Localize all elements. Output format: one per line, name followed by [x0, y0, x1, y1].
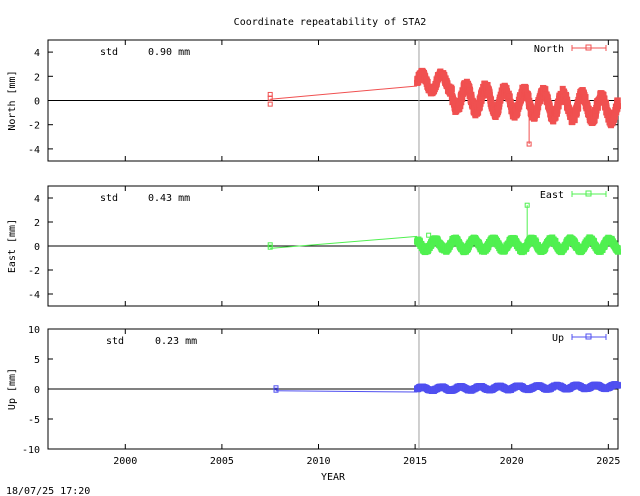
data-point: [267, 101, 273, 107]
series-connector: [270, 235, 418, 249]
data-point: [582, 94, 589, 101]
y-tick-label: -2: [28, 121, 40, 132]
legend-marker: [585, 190, 592, 197]
y-tick-label: 4: [34, 48, 40, 59]
y-tick-label: 2: [34, 72, 40, 83]
figure-title: Coordinate repeatability of STA2: [234, 17, 427, 28]
series-connector: [275, 390, 418, 393]
x-axis: 2000 2005 2010 2015 2020 2025: [113, 456, 620, 467]
y-axis-label: Up [mm]: [7, 368, 18, 410]
y-tick-label: 0: [34, 97, 40, 108]
legend: North: [534, 44, 607, 55]
std-label: std: [100, 193, 118, 204]
y-tick-label: -10: [22, 445, 40, 456]
data-point: [273, 387, 279, 393]
outlier-point: [526, 141, 532, 147]
data-point: [614, 97, 621, 104]
data-point: [615, 103, 621, 110]
panel-east: 4 2 0 -2 -4 East [mm] std 0.43 mm East: [7, 185, 621, 307]
y-tick-label: -4: [28, 290, 40, 301]
outlier-point: [524, 202, 530, 208]
std-value: 0.90 mm: [148, 47, 190, 58]
y-tick-label: -2: [28, 266, 40, 277]
y-tick-label: 0: [34, 385, 40, 396]
data-point: [522, 84, 529, 91]
x-tick-label: 2005: [210, 456, 234, 467]
data-point: [615, 382, 621, 389]
panel-north: 4 2 0 -2 -4 North [mm] std 0.90 mm North: [7, 39, 621, 162]
legend: East: [540, 190, 607, 201]
y-tick-label: 0: [34, 242, 40, 253]
std-value: 0.23 mm: [155, 336, 197, 347]
x-tick-label: 2000: [113, 456, 137, 467]
data-point: [575, 105, 582, 112]
data-point: [525, 92, 532, 99]
legend-label: North: [534, 44, 564, 55]
legend-marker: [585, 44, 592, 51]
y-tick-label: 10: [28, 325, 40, 336]
panels: 4 2 0 -2 -4 North [mm] std 0.90 mm North 4 2 0 -2 -4 E…: [7, 39, 621, 456]
y-tick-label: 2: [34, 218, 40, 229]
x-tick-label: 2015: [403, 456, 427, 467]
y-axis-label: East [mm]: [7, 219, 18, 273]
data-point: [267, 244, 273, 250]
outlier-point: [426, 232, 432, 238]
legend-label: Up: [552, 333, 564, 344]
data-point: [506, 93, 513, 100]
data-point: [448, 86, 455, 93]
data-point: [424, 78, 431, 85]
y-tick-label: -5: [28, 415, 40, 426]
legend: Up: [552, 333, 607, 344]
series-connector: [270, 85, 418, 100]
y-tick-label: 5: [34, 355, 40, 366]
y-tick-label: -4: [28, 145, 40, 156]
legend-marker: [585, 333, 592, 340]
data-point: [571, 117, 578, 124]
panel-up: 10 5 0 -5 -10 Up [mm] std 0.23 mm Up: [7, 325, 621, 456]
std-label: std: [100, 47, 118, 58]
x-tick-label: 2025: [596, 456, 620, 467]
data-point: [267, 95, 273, 101]
x-axis-label: YEAR: [321, 472, 346, 483]
legend-label: East: [540, 190, 564, 201]
x-tick-label: 2020: [500, 456, 524, 467]
x-tick-label: 2010: [306, 456, 330, 467]
data-point: [459, 95, 466, 102]
std-value: 0.43 mm: [148, 193, 190, 204]
data-point: [615, 248, 621, 255]
y-tick-label: 4: [34, 194, 40, 205]
std-label: std: [106, 336, 124, 347]
timestamp: 18/07/25 17:20: [6, 486, 90, 496]
y-axis-label: North [mm]: [7, 70, 18, 130]
